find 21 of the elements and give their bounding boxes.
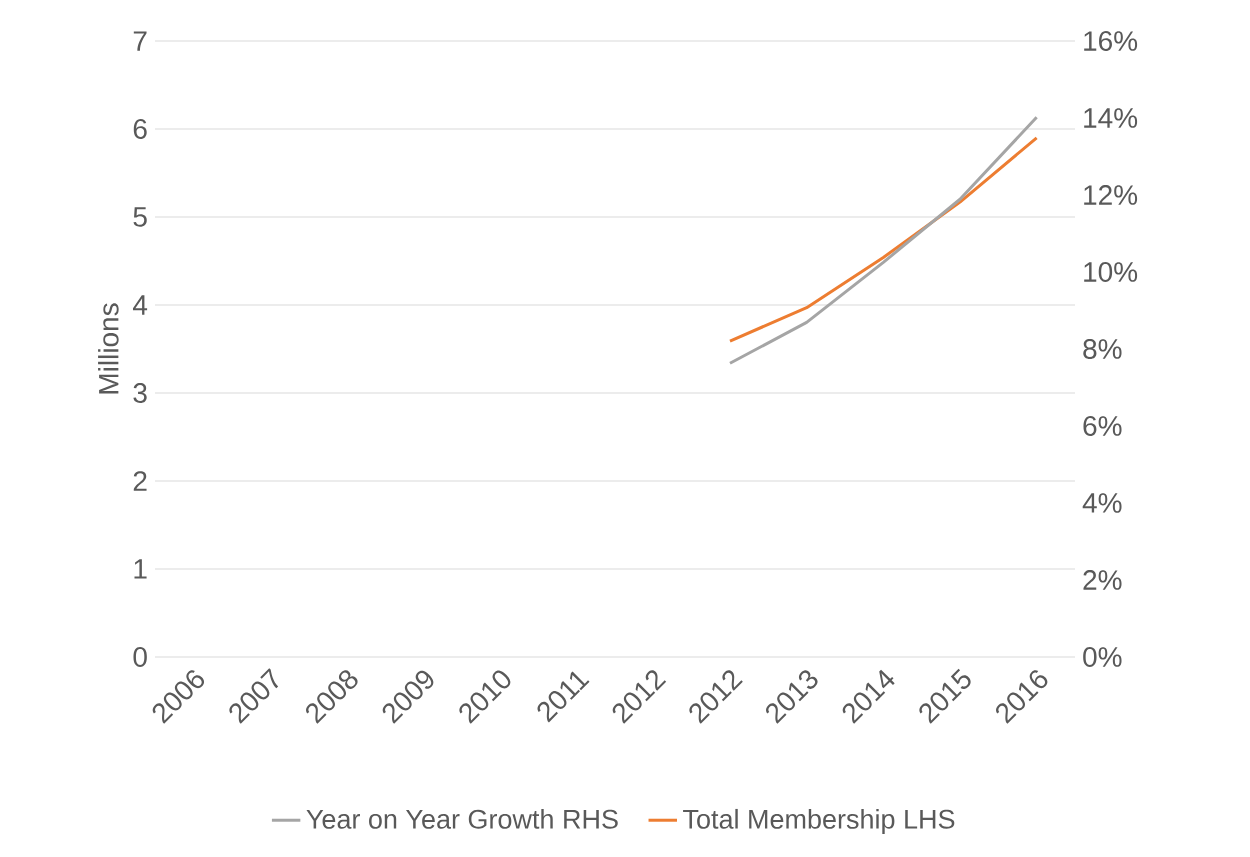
y-tick-label: 5 xyxy=(133,207,147,227)
y2-tick-label: 10% xyxy=(1084,262,1138,282)
y2-tick-label: 16% xyxy=(1084,31,1138,51)
y-tick-label: 4 xyxy=(132,295,148,315)
legend-label: Year on Year Growth RHS xyxy=(306,808,618,829)
y2-tick-label: 12% xyxy=(1084,185,1138,205)
y-axis-title: Millions xyxy=(98,303,119,394)
y2-tick-label: 4% xyxy=(1082,493,1122,513)
y2-tick-label: 6% xyxy=(1083,416,1122,436)
line-series xyxy=(728,115,1039,365)
y2-tick-label: 14% xyxy=(1084,108,1138,128)
y-tick-label: 2 xyxy=(133,471,147,491)
y2-tick-label: 2% xyxy=(1083,570,1122,590)
y-tick-label: 7 xyxy=(133,31,147,51)
y-tick-label: 6 xyxy=(133,119,147,139)
y2-tick-label: 8% xyxy=(1083,339,1122,359)
y-tick-label: 3 xyxy=(133,383,147,403)
y-tick-label: 0 xyxy=(133,647,147,667)
y2-tick-label: 0% xyxy=(1083,647,1122,667)
legend-label: Total Membership LHS xyxy=(683,808,955,835)
y-tick-label: 1 xyxy=(134,559,147,579)
